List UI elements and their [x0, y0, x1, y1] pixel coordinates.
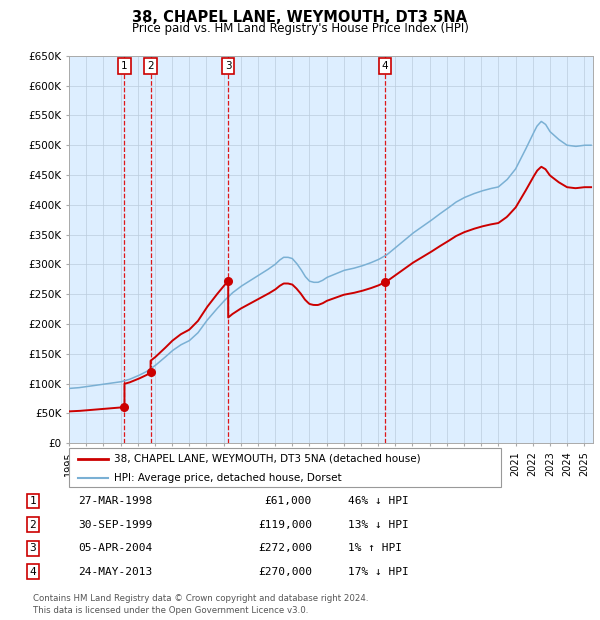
Text: 05-APR-2004: 05-APR-2004 — [78, 543, 152, 553]
Text: 24-MAY-2013: 24-MAY-2013 — [78, 567, 152, 577]
Text: 17% ↓ HPI: 17% ↓ HPI — [348, 567, 409, 577]
Text: 1% ↑ HPI: 1% ↑ HPI — [348, 543, 402, 553]
Text: £270,000: £270,000 — [258, 567, 312, 577]
Text: 2: 2 — [29, 520, 37, 529]
Text: 1: 1 — [29, 496, 37, 506]
Text: 4: 4 — [29, 567, 37, 577]
Text: £61,000: £61,000 — [265, 496, 312, 506]
Text: 30-SEP-1999: 30-SEP-1999 — [78, 520, 152, 529]
Text: £272,000: £272,000 — [258, 543, 312, 553]
Text: 27-MAR-1998: 27-MAR-1998 — [78, 496, 152, 506]
Text: 13% ↓ HPI: 13% ↓ HPI — [348, 520, 409, 529]
Text: 46% ↓ HPI: 46% ↓ HPI — [348, 496, 409, 506]
Text: 3: 3 — [225, 61, 232, 71]
Text: This data is licensed under the Open Government Licence v3.0.: This data is licensed under the Open Gov… — [33, 606, 308, 616]
Text: 38, CHAPEL LANE, WEYMOUTH, DT3 5NA: 38, CHAPEL LANE, WEYMOUTH, DT3 5NA — [133, 10, 467, 25]
Text: 38, CHAPEL LANE, WEYMOUTH, DT3 5NA (detached house): 38, CHAPEL LANE, WEYMOUTH, DT3 5NA (deta… — [115, 454, 421, 464]
Text: Contains HM Land Registry data © Crown copyright and database right 2024.: Contains HM Land Registry data © Crown c… — [33, 594, 368, 603]
Text: 2: 2 — [147, 61, 154, 71]
Text: 3: 3 — [29, 543, 37, 553]
Text: 4: 4 — [382, 61, 388, 71]
Text: Price paid vs. HM Land Registry's House Price Index (HPI): Price paid vs. HM Land Registry's House … — [131, 22, 469, 35]
Text: HPI: Average price, detached house, Dorset: HPI: Average price, detached house, Dors… — [115, 473, 342, 483]
Text: 1: 1 — [121, 61, 128, 71]
Text: £119,000: £119,000 — [258, 520, 312, 529]
